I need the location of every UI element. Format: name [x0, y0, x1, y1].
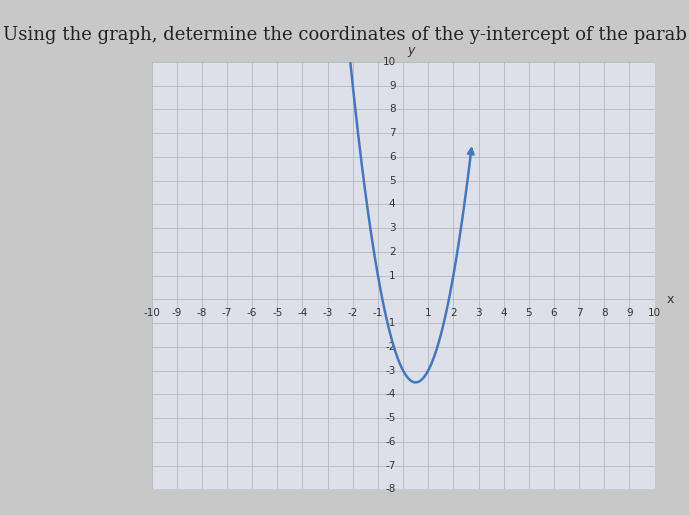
Text: -6: -6 [247, 307, 258, 318]
Text: -4: -4 [297, 307, 308, 318]
Text: 5: 5 [389, 176, 395, 185]
Text: -7: -7 [222, 307, 232, 318]
Text: Using the graph, determine the coordinates of the y-intercept of the parab: Using the graph, determine the coordinat… [3, 26, 686, 44]
Text: x: x [667, 293, 675, 306]
Text: -1: -1 [373, 307, 383, 318]
Text: -2: -2 [347, 307, 358, 318]
Text: 2: 2 [389, 247, 395, 257]
Text: 8: 8 [389, 105, 395, 114]
Text: 7: 7 [389, 128, 395, 138]
Text: -4: -4 [385, 389, 395, 399]
Text: 9: 9 [389, 80, 395, 91]
Text: y: y [407, 44, 414, 57]
Text: -7: -7 [385, 460, 395, 471]
Text: 2: 2 [450, 307, 457, 318]
Text: 4: 4 [389, 199, 395, 209]
Text: -6: -6 [385, 437, 395, 447]
Text: 1: 1 [425, 307, 431, 318]
Text: -5: -5 [385, 413, 395, 423]
Text: 1: 1 [389, 270, 395, 281]
Text: 4: 4 [500, 307, 507, 318]
Text: -3: -3 [385, 366, 395, 375]
Text: 3: 3 [389, 223, 395, 233]
Text: -1: -1 [385, 318, 395, 328]
Text: -9: -9 [172, 307, 182, 318]
Text: -3: -3 [322, 307, 333, 318]
Text: 3: 3 [475, 307, 482, 318]
Text: -8: -8 [196, 307, 207, 318]
Text: -5: -5 [272, 307, 282, 318]
Text: 8: 8 [601, 307, 608, 318]
Text: -10: -10 [143, 307, 160, 318]
Text: -8: -8 [385, 484, 395, 494]
Text: 9: 9 [626, 307, 633, 318]
Text: 5: 5 [526, 307, 532, 318]
Text: -2: -2 [385, 342, 395, 352]
Text: 7: 7 [576, 307, 582, 318]
Text: 6: 6 [551, 307, 557, 318]
Text: 10: 10 [648, 307, 661, 318]
Text: 10: 10 [382, 57, 395, 67]
Text: 6: 6 [389, 152, 395, 162]
